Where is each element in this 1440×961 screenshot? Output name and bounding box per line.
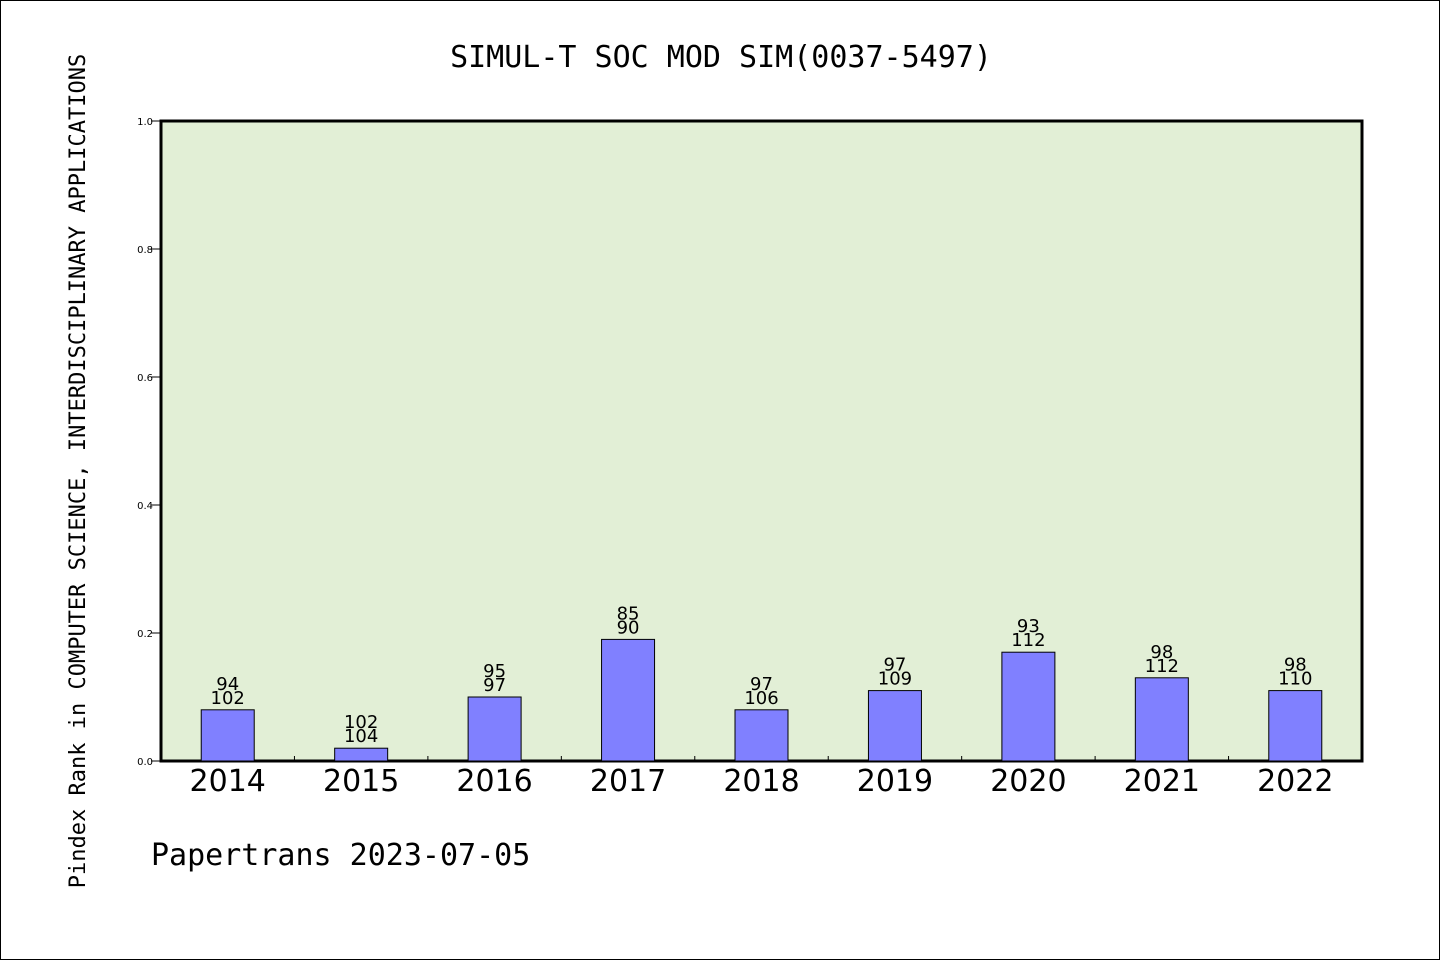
bar <box>200 709 255 762</box>
data-label-lower: 90 <box>617 617 640 638</box>
bar <box>601 638 656 762</box>
data-label-upper: 97 <box>883 655 906 676</box>
x-category-label: 2017 <box>590 764 666 799</box>
data-label-upper: 85 <box>617 603 640 624</box>
data-label-lower: 110 <box>1278 669 1312 690</box>
bar <box>467 696 522 762</box>
x-category-label: 2016 <box>456 764 532 799</box>
data-label-upper: 93 <box>1017 616 1040 637</box>
x-category-label: 2022 <box>1257 764 1333 799</box>
data-label-lower: 106 <box>744 688 778 709</box>
data-label-lower: 104 <box>344 726 378 747</box>
y-tick-label: 1.0 <box>137 117 153 128</box>
data-label-lower: 112 <box>1145 656 1179 677</box>
y-tick-label: 0.4 <box>137 501 153 512</box>
data-label-upper: 94 <box>216 674 239 695</box>
y-tick-label: 0.8 <box>137 245 153 256</box>
y-tick-label: 0.2 <box>137 629 153 640</box>
data-label-lower: 97 <box>483 675 506 696</box>
x-category-label: 2019 <box>857 764 933 799</box>
bar <box>1134 677 1189 762</box>
data-label-upper: 95 <box>483 661 506 682</box>
bars <box>200 638 1323 762</box>
data-label-lower: 112 <box>1011 630 1045 651</box>
bar <box>867 690 922 762</box>
data-label-upper: 97 <box>750 674 773 695</box>
bar <box>734 709 789 762</box>
footer-credit: Papertrans 2023-07-05 <box>151 838 530 873</box>
bar <box>1268 690 1323 762</box>
x-category-label: 2021 <box>1124 764 1200 799</box>
category-labels: 2014 2015 2016 2017 2018 2019 2020 2021 2022 <box>190 764 1334 799</box>
y-axis-label: Pindex Rank in COMPUTER SCIENCE, INTERDI… <box>66 54 91 888</box>
x-category-label: 2018 <box>723 764 799 799</box>
x-axis-ticks <box>293 756 1230 761</box>
data-label-upper: 98 <box>1150 642 1173 663</box>
y-axis-ticks: 0.0 0.2 0.4 0.6 0.8 1.0 <box>137 117 161 768</box>
y-tick-label: 0.0 <box>137 757 153 768</box>
x-category-label: 2015 <box>323 764 399 799</box>
bar <box>1001 651 1056 762</box>
data-label-lower: 109 <box>878 669 912 690</box>
data-label-upper: 98 <box>1284 655 1307 676</box>
bar <box>334 747 389 762</box>
data-label-upper: 102 <box>344 712 378 733</box>
x-category-label: 2020 <box>990 764 1066 799</box>
x-category-label: 2014 <box>190 764 266 799</box>
y-tick-label: 0.6 <box>137 373 153 384</box>
data-label-lower: 102 <box>211 688 245 709</box>
plot-area <box>159 119 1364 763</box>
chart-title: SIMUL-T SOC MOD SIM(0037-5497) <box>450 40 992 75</box>
